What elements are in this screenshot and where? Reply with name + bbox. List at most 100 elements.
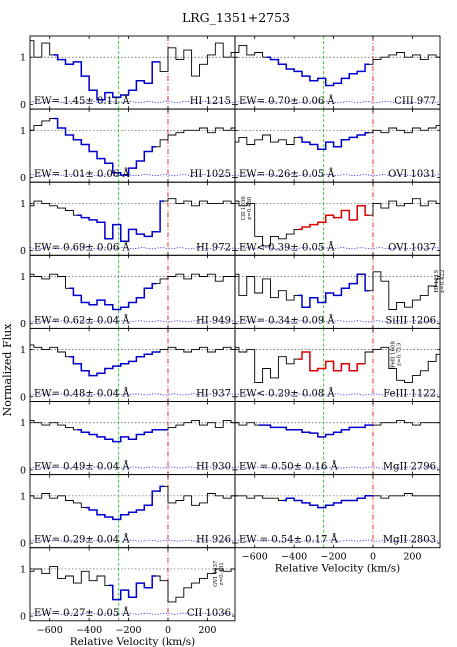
panel-plot-area — [30, 328, 235, 402]
y-axis-label: Normalized Flux — [1, 323, 14, 417]
panel-ovi-1037: EW< 0.39± 0.05 Å OVI 1037 CII 1036 z=0.430 — [234, 181, 441, 256]
error-spectrum — [235, 539, 440, 542]
equivalent-width-label: EW= 0.34± 0.09 Å — [239, 314, 335, 326]
flux-spectrum — [235, 271, 440, 310]
panel-plot-area — [235, 109, 440, 183]
panel-hi-937: 0 1 EW= 0.48± 0.04 Å HI 937 — [20, 327, 236, 403]
flux-spectrum — [30, 198, 235, 242]
x-tick-label: 0 — [370, 552, 376, 563]
panel-hi-1025: 0 1 EW= 1.01± 0.06 Å HI 1025 — [20, 108, 236, 184]
absorption-region — [298, 351, 366, 372]
error-spectrum — [235, 247, 440, 250]
ion-label: FeIII 1122 — [383, 389, 436, 400]
blend-note: CII 1036 — [241, 196, 247, 221]
panel-grid: 0 1 EW= 1.45± 0.11 Å HI 1215 0 1 EW= 1.01± 0.0… — [20, 35, 446, 647]
error-spectrum — [30, 539, 235, 542]
absorption-region — [298, 205, 369, 231]
panel-plot-area — [30, 182, 235, 256]
ion-label: CIII 977 — [394, 96, 436, 107]
y-tick-label: 0 — [20, 173, 26, 184]
equivalent-width-label: EW= 1.45± 0.11 Å — [34, 95, 130, 107]
flux-spectrum — [235, 125, 440, 150]
panel-hi-930: 0 1 EW= 0.49± 0.04 Å HI 930 — [20, 401, 236, 476]
equivalent-width-label: EW< 0.29± 0.08 Å — [239, 388, 335, 400]
flux-spectrum — [30, 485, 235, 520]
ion-label: HI 926 — [196, 535, 231, 546]
panel-plot-area — [30, 547, 235, 621]
blend-note: OVI 1037 — [213, 560, 219, 587]
blend-note-redshift: z=0.430 — [247, 196, 253, 220]
panel-plot-area — [30, 36, 235, 110]
x-tick-label: −600 — [37, 625, 63, 636]
y-tick-label: 1 — [20, 53, 26, 64]
panel-plot-area — [235, 328, 440, 402]
error-spectrum — [30, 612, 235, 615]
panel-plot-area — [30, 474, 235, 548]
ion-label: HI 937 — [196, 389, 231, 400]
absorption-region — [298, 273, 369, 308]
ion-label: OVI 1037 — [388, 242, 436, 253]
ion-label: MgII 2803 — [383, 535, 436, 546]
error-spectrum — [235, 100, 440, 104]
absorption-region — [77, 200, 164, 242]
error-spectrum — [30, 320, 235, 323]
equivalent-width-label: EW< 0.39± 0.05 Å — [239, 241, 335, 253]
panel-siiii-1206: EW= 0.34± 0.09 Å SiIII 1206 HI 1215 z=0.422 — [234, 254, 446, 329]
absorption-region — [69, 282, 157, 311]
ion-label: HI 972 — [196, 242, 231, 253]
panel-hi-926: 0 1 EW= 0.29± 0.04 Å HI 926 — [20, 474, 236, 549]
error-spectrum — [235, 174, 440, 177]
panel-ovi-1031: EW= 0.26± 0.05 Å OVI 1031 — [234, 108, 441, 183]
y-tick-label: 1 — [20, 491, 26, 502]
error-spectrum — [235, 320, 440, 323]
ion-label: OVI 1031 — [388, 169, 436, 180]
ion-label: CII 1036 — [187, 608, 231, 619]
panel-ciii-977: EW= 0.70± 0.06 Å CIII 977 — [234, 35, 441, 110]
panel-hi-972: 0 1 EW= 0.69± 0.06 Å HI 972 — [20, 181, 236, 257]
flux-spectrum — [30, 419, 235, 443]
equivalent-width-label: EW= 0.26± 0.05 Å — [239, 168, 335, 180]
x-axis-label: Relative Velocity (km/s) — [275, 563, 400, 575]
panel-mgii-2796: EW = 0.50± 0.16 Å MgII 2796 — [234, 401, 441, 476]
error-spectrum — [235, 393, 440, 396]
ion-label: HI 930 — [196, 462, 231, 473]
equivalent-width-label: EW= 1.01± 0.06 Å — [34, 168, 130, 180]
x-tick-label: −400 — [76, 625, 102, 636]
flux-spectrum — [30, 273, 235, 310]
panel-hi-1215: 0 1 EW= 1.45± 0.11 Å HI 1215 — [20, 35, 236, 111]
panel-plot-area — [235, 401, 440, 475]
ion-label: SiIII 1206 — [385, 315, 436, 326]
y-tick-label: 0 — [20, 612, 26, 623]
x-tick-label: 200 — [198, 625, 216, 636]
y-tick-label: 1 — [20, 345, 26, 356]
error-spectrum — [30, 100, 235, 104]
y-tick-label: 1 — [20, 126, 26, 137]
blend-note-redshift: z=0.713 — [397, 342, 403, 366]
y-tick-label: 0 — [20, 246, 26, 257]
y-tick-label: 1 — [20, 199, 26, 210]
flux-spectrum — [235, 198, 440, 247]
panel-plot-area — [235, 255, 440, 329]
equivalent-width-label: EW= 0.49± 0.04 Å — [34, 461, 130, 473]
panel-plot-area — [235, 474, 440, 548]
panel-frame — [234, 474, 441, 549]
absorption-region — [108, 575, 157, 601]
panel-plot-area — [235, 36, 440, 110]
x-tick-label: 200 — [403, 552, 421, 563]
x-tick-label: 0 — [165, 625, 171, 636]
panel-hi-949: 0 1 EW= 0.62± 0.04 Å HI 949 — [20, 254, 236, 330]
error-spectrum — [30, 466, 235, 469]
panel-plot-area — [30, 401, 235, 475]
y-tick-label: 0 — [20, 392, 26, 403]
y-tick-label: 0 — [20, 538, 26, 549]
ion-label: HI 1025 — [190, 169, 231, 180]
figure-title: LRG_1351+2753 — [182, 10, 290, 25]
y-tick-label: 0 — [20, 465, 26, 476]
absorption-region — [69, 351, 161, 377]
equivalent-width-label: EW= 0.27± 0.05 Å — [34, 607, 130, 619]
blend-note-redshift: z=0.422 — [440, 270, 446, 293]
absorption-region — [53, 117, 157, 176]
equivalent-width-label: EW = 0.50± 0.16 Å — [239, 461, 339, 473]
